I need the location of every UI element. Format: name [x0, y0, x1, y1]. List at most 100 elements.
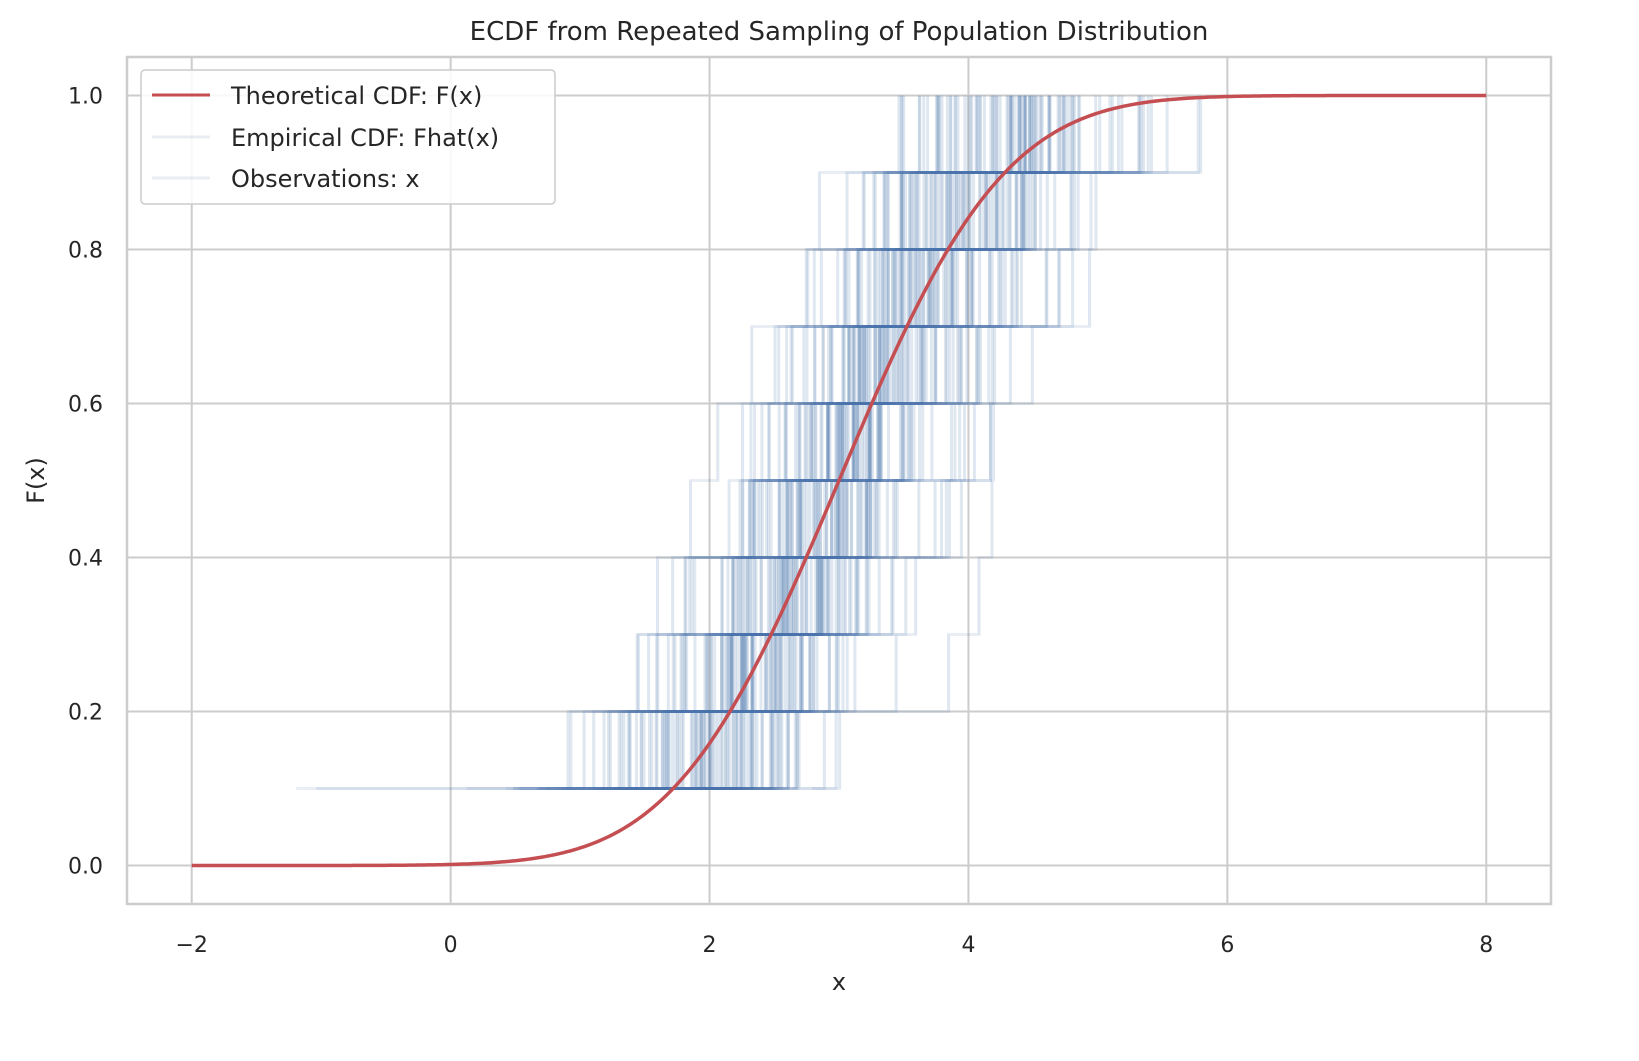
empirical-cdf-step-line [725, 95, 1075, 790]
x-tick-label: 2 [703, 933, 717, 958]
empirical-cdf-step-line [708, 95, 1013, 790]
empirical-cdf-step-line [705, 95, 1009, 790]
chart-title: ECDF from Repeated Sampling of Populatio… [470, 17, 1209, 47]
empirical-cdf-step-line [566, 95, 1120, 790]
theoretical-cdf-line [191, 93, 1487, 868]
empirical-cdf-step-line [700, 95, 1022, 790]
empirical-cdf-step-line [538, 95, 1063, 790]
empirical-cdf-step-line [631, 95, 1115, 790]
empirical-cdf-step-line [466, 95, 1031, 790]
empirical-cdf-step-line [588, 95, 1061, 790]
empirical-cdf-step-line [594, 95, 1052, 790]
y-tick-label: 1.0 [68, 85, 103, 110]
legend-label-theoretical: Theoretical CDF: F(x) [230, 82, 482, 110]
empirical-cdf-step-line [697, 95, 1098, 790]
empirical-cdf-step-line [682, 95, 960, 790]
empirical-cdf-step-line [572, 95, 967, 790]
empirical-cdf-step-line [660, 95, 1020, 790]
empirical-cdf-step-line [800, 95, 1027, 790]
empirical-cdf-step-line [662, 95, 904, 790]
empirical-cdf-step-line [613, 95, 1044, 790]
empirical-cdf-step-line [611, 95, 1140, 790]
empirical-cdf-step-line [685, 95, 1033, 790]
empirical-cdf-step-line [750, 95, 1074, 790]
empirical-cdf-step-line [751, 95, 1076, 790]
empirical-cdf-step-line [689, 95, 978, 790]
empirical-cdf-step-line [626, 95, 939, 790]
legend-box [140, 69, 556, 205]
empirical-cdf-step-line [537, 95, 1002, 790]
x-axis-ticks: −2 0 2 4 6 8 [176, 933, 1494, 958]
empirical-cdf-step-line [694, 95, 953, 790]
x-tick-label: −2 [176, 933, 208, 958]
legend-label-observations: Observations: x [231, 165, 420, 193]
empirical-cdf-step-line [710, 95, 979, 790]
x-tick-label: 4 [961, 933, 975, 958]
empirical-cdf-step-line [630, 95, 1034, 790]
empirical-cdf-step-line [536, 95, 1066, 790]
empirical-cdf-step-line [640, 95, 1038, 790]
empirical-cdf-step-line [679, 95, 926, 790]
empirical-cdf-step-line [646, 95, 1051, 790]
empirical-cdf-step-line [712, 95, 949, 790]
empirical-cdf-step-line [682, 95, 1013, 790]
empirical-cdf-step-line [700, 95, 1150, 790]
empirical-cdf-step-line [792, 95, 1043, 790]
x-axis-label: x [832, 968, 846, 996]
y-tick-label: 0.2 [68, 701, 103, 726]
empirical-cdf-step-line [691, 95, 921, 790]
empirical-cdf-step-line [635, 95, 1102, 790]
empirical-cdf-step-line [692, 95, 1203, 790]
empirical-cdf-step-line [566, 95, 1042, 790]
empirical-cdf-step-line [513, 95, 1124, 790]
empirical-cdf-step-line [721, 95, 982, 790]
x-tick-label: 0 [444, 933, 458, 958]
empirical-cdf-step-line [596, 95, 1065, 790]
empirical-cdf-step-line [692, 95, 1200, 790]
empirical-cdf-series [296, 95, 1203, 790]
empirical-cdf-step-line [630, 95, 930, 790]
empirical-cdf-step-line [560, 95, 1012, 790]
plot-frame [125, 55, 1553, 906]
empirical-cdf-step-line [730, 95, 1010, 790]
empirical-cdf-step-line [316, 95, 922, 790]
empirical-cdf-step-line [614, 95, 997, 790]
empirical-cdf-step-line [561, 95, 901, 790]
empirical-cdf-step-line [648, 95, 970, 790]
empirical-cdf-step-line [666, 95, 1026, 790]
empirical-cdf-step-line [607, 95, 958, 790]
empirical-cdf-step-line [780, 95, 1153, 790]
empirical-cdf-step-line [684, 95, 939, 790]
empirical-cdf-step-line [695, 95, 1027, 790]
empirical-cdf-step-line [631, 95, 1060, 790]
empirical-cdf-step-line [710, 95, 942, 790]
empirical-cdf-step-line [619, 95, 903, 790]
empirical-cdf-step-line [614, 95, 1169, 790]
y-tick-label: 0.6 [68, 393, 103, 418]
y-axis-label: F(x) [22, 457, 50, 504]
empirical-cdf-step-line [680, 95, 1067, 790]
empirical-cdf-step-line [296, 95, 1035, 790]
y-tick-label: 0.0 [68, 855, 103, 880]
empirical-cdf-step-line [519, 95, 986, 790]
empirical-cdf-step-line [600, 95, 1032, 790]
legend: Theoretical CDF: F(x) Empirical CDF: Fha… [140, 69, 556, 205]
empirical-cdf-step-line [685, 95, 1072, 790]
empirical-cdf-step-line [811, 95, 1112, 790]
empirical-cdf-step-line [659, 95, 1143, 790]
empirical-cdf-step-line [762, 95, 944, 790]
empirical-cdf-step-line [714, 95, 1080, 790]
empirical-cdf-step-line [736, 95, 1016, 790]
legend-label-empirical: Empirical CDF: Fhat(x) [231, 124, 499, 152]
empirical-cdf-step-line [727, 95, 1082, 790]
empirical-cdf-step-line [657, 95, 1039, 790]
empirical-cdf-step-line [599, 95, 1145, 790]
empirical-cdf-step-line [651, 95, 941, 790]
y-tick-label: 0.8 [68, 239, 103, 264]
empirical-cdf-step-line [660, 95, 982, 790]
empirical-cdf-step-line [545, 95, 998, 790]
empirical-cdf-step-line [656, 95, 1023, 790]
empirical-cdf-step-line [653, 95, 1036, 790]
y-axis-ticks: 0.0 0.2 0.4 0.6 0.8 1.0 [68, 85, 103, 880]
